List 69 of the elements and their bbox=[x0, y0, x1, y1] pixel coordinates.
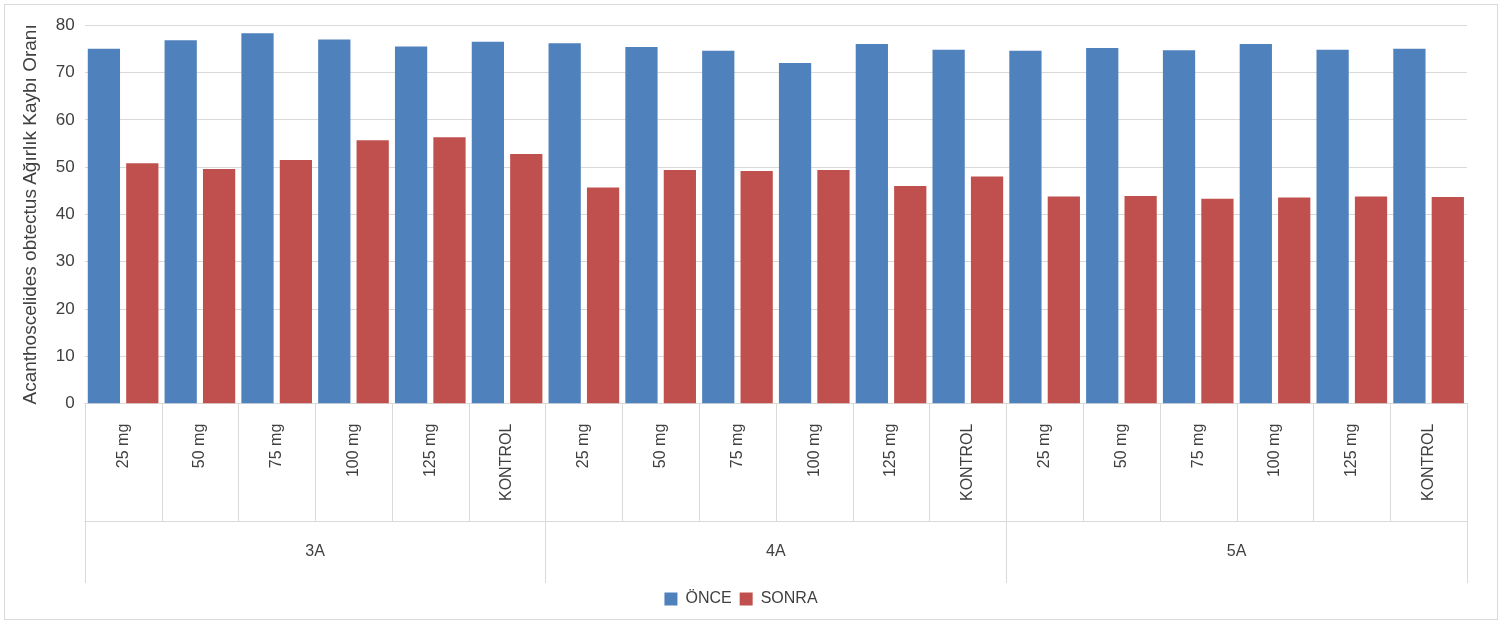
bar bbox=[586, 187, 620, 404]
bar bbox=[164, 40, 197, 404]
x-tick-label: 25 mg bbox=[113, 423, 131, 469]
bar bbox=[778, 63, 812, 404]
x-tick-label: 125 mg bbox=[420, 423, 438, 478]
bar bbox=[1431, 196, 1464, 404]
bar bbox=[1047, 196, 1080, 404]
x-tick-label: 100 mg bbox=[1265, 423, 1283, 478]
y-tick-label: 50 bbox=[55, 156, 75, 176]
bar bbox=[433, 137, 466, 404]
legend-label: ÖNCE bbox=[685, 589, 732, 607]
x-tick-label: KONTROL bbox=[1419, 423, 1437, 501]
bar bbox=[702, 50, 735, 404]
bar bbox=[663, 169, 696, 404]
bar bbox=[510, 153, 543, 404]
y-tick-label: 70 bbox=[55, 62, 75, 82]
x-tick-label: 125 mg bbox=[1342, 423, 1360, 478]
x-tick-label: 50 mg bbox=[1111, 423, 1129, 469]
bar bbox=[1201, 198, 1234, 404]
bar bbox=[855, 44, 888, 404]
x-tick-label: 50 mg bbox=[651, 423, 669, 469]
y-tick-label: 40 bbox=[55, 204, 75, 224]
x-tick-label: 50 mg bbox=[190, 423, 208, 469]
bar bbox=[625, 46, 658, 404]
x-tick-label: 100 mg bbox=[804, 423, 822, 478]
text: 4A bbox=[766, 542, 786, 560]
bar bbox=[932, 49, 965, 404]
bar bbox=[1239, 44, 1272, 404]
bar bbox=[1009, 50, 1042, 404]
x-tick-label: 125 mg bbox=[881, 423, 899, 478]
x-tick-label: 75 mg bbox=[1188, 423, 1206, 469]
bar bbox=[894, 186, 927, 404]
bar bbox=[1086, 47, 1119, 404]
bar bbox=[1162, 50, 1196, 404]
bar bbox=[126, 163, 159, 404]
bar bbox=[1354, 196, 1388, 404]
bar bbox=[279, 160, 313, 404]
y-axis-title: Acanthoscelides obtectus Ağırlık Kaybı Oranı bbox=[18, 24, 40, 405]
bar bbox=[1393, 48, 1426, 404]
y-tick-label: 30 bbox=[55, 251, 75, 271]
y-tick-label: 0 bbox=[65, 393, 75, 413]
bar bbox=[87, 48, 121, 404]
legend-label: SONRA bbox=[760, 589, 818, 607]
bar bbox=[241, 33, 274, 404]
bar bbox=[740, 170, 773, 404]
bar bbox=[471, 41, 504, 404]
bar bbox=[394, 46, 428, 404]
x-tick-label: 25 mg bbox=[1035, 423, 1053, 469]
x-tick-label: 25 mg bbox=[574, 423, 592, 469]
bar bbox=[1316, 49, 1349, 404]
text: 3A bbox=[305, 542, 326, 560]
bar bbox=[817, 169, 850, 404]
bar bbox=[202, 169, 236, 404]
x-tick-label: KONTROL bbox=[497, 423, 515, 501]
bar bbox=[318, 39, 351, 404]
x-tick-label: 100 mg bbox=[343, 423, 361, 478]
y-tick-label: 60 bbox=[55, 109, 75, 129]
x-tick-label: 75 mg bbox=[267, 423, 285, 469]
x-tick-label: KONTROL bbox=[958, 423, 976, 501]
bar bbox=[548, 43, 581, 404]
bar bbox=[1124, 195, 1157, 404]
bar bbox=[1278, 197, 1311, 404]
y-tick-label: 10 bbox=[55, 346, 75, 366]
text: 5A bbox=[1226, 542, 1247, 560]
y-tick-label: 20 bbox=[55, 298, 75, 318]
y-tick-label: 80 bbox=[55, 14, 75, 34]
bar bbox=[356, 140, 389, 404]
x-tick-label: 75 mg bbox=[727, 423, 745, 469]
bar bbox=[970, 176, 1004, 404]
